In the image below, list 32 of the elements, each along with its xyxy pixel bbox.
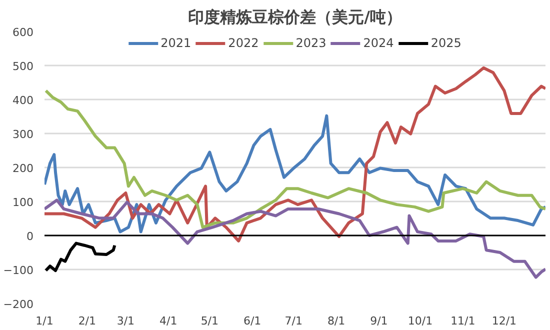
- y-tick-label: −100: [3, 264, 34, 277]
- y-tick-label: 0: [26, 230, 34, 243]
- x-tick-label: 9/1: [370, 314, 388, 328]
- x-tick-label: 10/1: [408, 314, 433, 328]
- y-tick-label: −200: [3, 298, 34, 311]
- line-series: [44, 89, 546, 229]
- x-tick-label: 11/1: [450, 314, 476, 328]
- y-tick-label: 200: [12, 162, 34, 175]
- y-tick-label: 500: [12, 60, 34, 73]
- x-tick-label: 6/1: [243, 314, 262, 328]
- line-series: [44, 114, 546, 234]
- y-tick-label: 400: [12, 94, 34, 107]
- x-tick-label: 7/1: [284, 314, 302, 328]
- y-tick-label: 600: [12, 26, 34, 39]
- x-tick-label: 5/1: [200, 314, 219, 328]
- y-tick-label: 100: [12, 196, 34, 209]
- line-series: [44, 242, 116, 272]
- y-tick-label: 300: [12, 128, 34, 141]
- legend-label: 2022: [228, 36, 259, 50]
- x-tick-label: 12/1: [492, 314, 517, 328]
- legend-label: 2024: [363, 36, 394, 50]
- legend-label: 2025: [430, 36, 462, 50]
- x-tick-label: 1/1: [36, 314, 54, 328]
- line-series: [44, 198, 546, 279]
- x-tick-label: 2/1: [78, 314, 96, 328]
- chart-title: 印度精炼豆棕价差（美元/吨）: [188, 8, 402, 26]
- x-tick-label: 4/1: [160, 314, 178, 328]
- x-tick-label: 8/1: [327, 314, 346, 328]
- x-tick-label: 3/1: [116, 314, 135, 328]
- line-series: [44, 66, 546, 242]
- legend-label: 2021: [160, 36, 192, 50]
- legend-label: 2023: [296, 36, 326, 50]
